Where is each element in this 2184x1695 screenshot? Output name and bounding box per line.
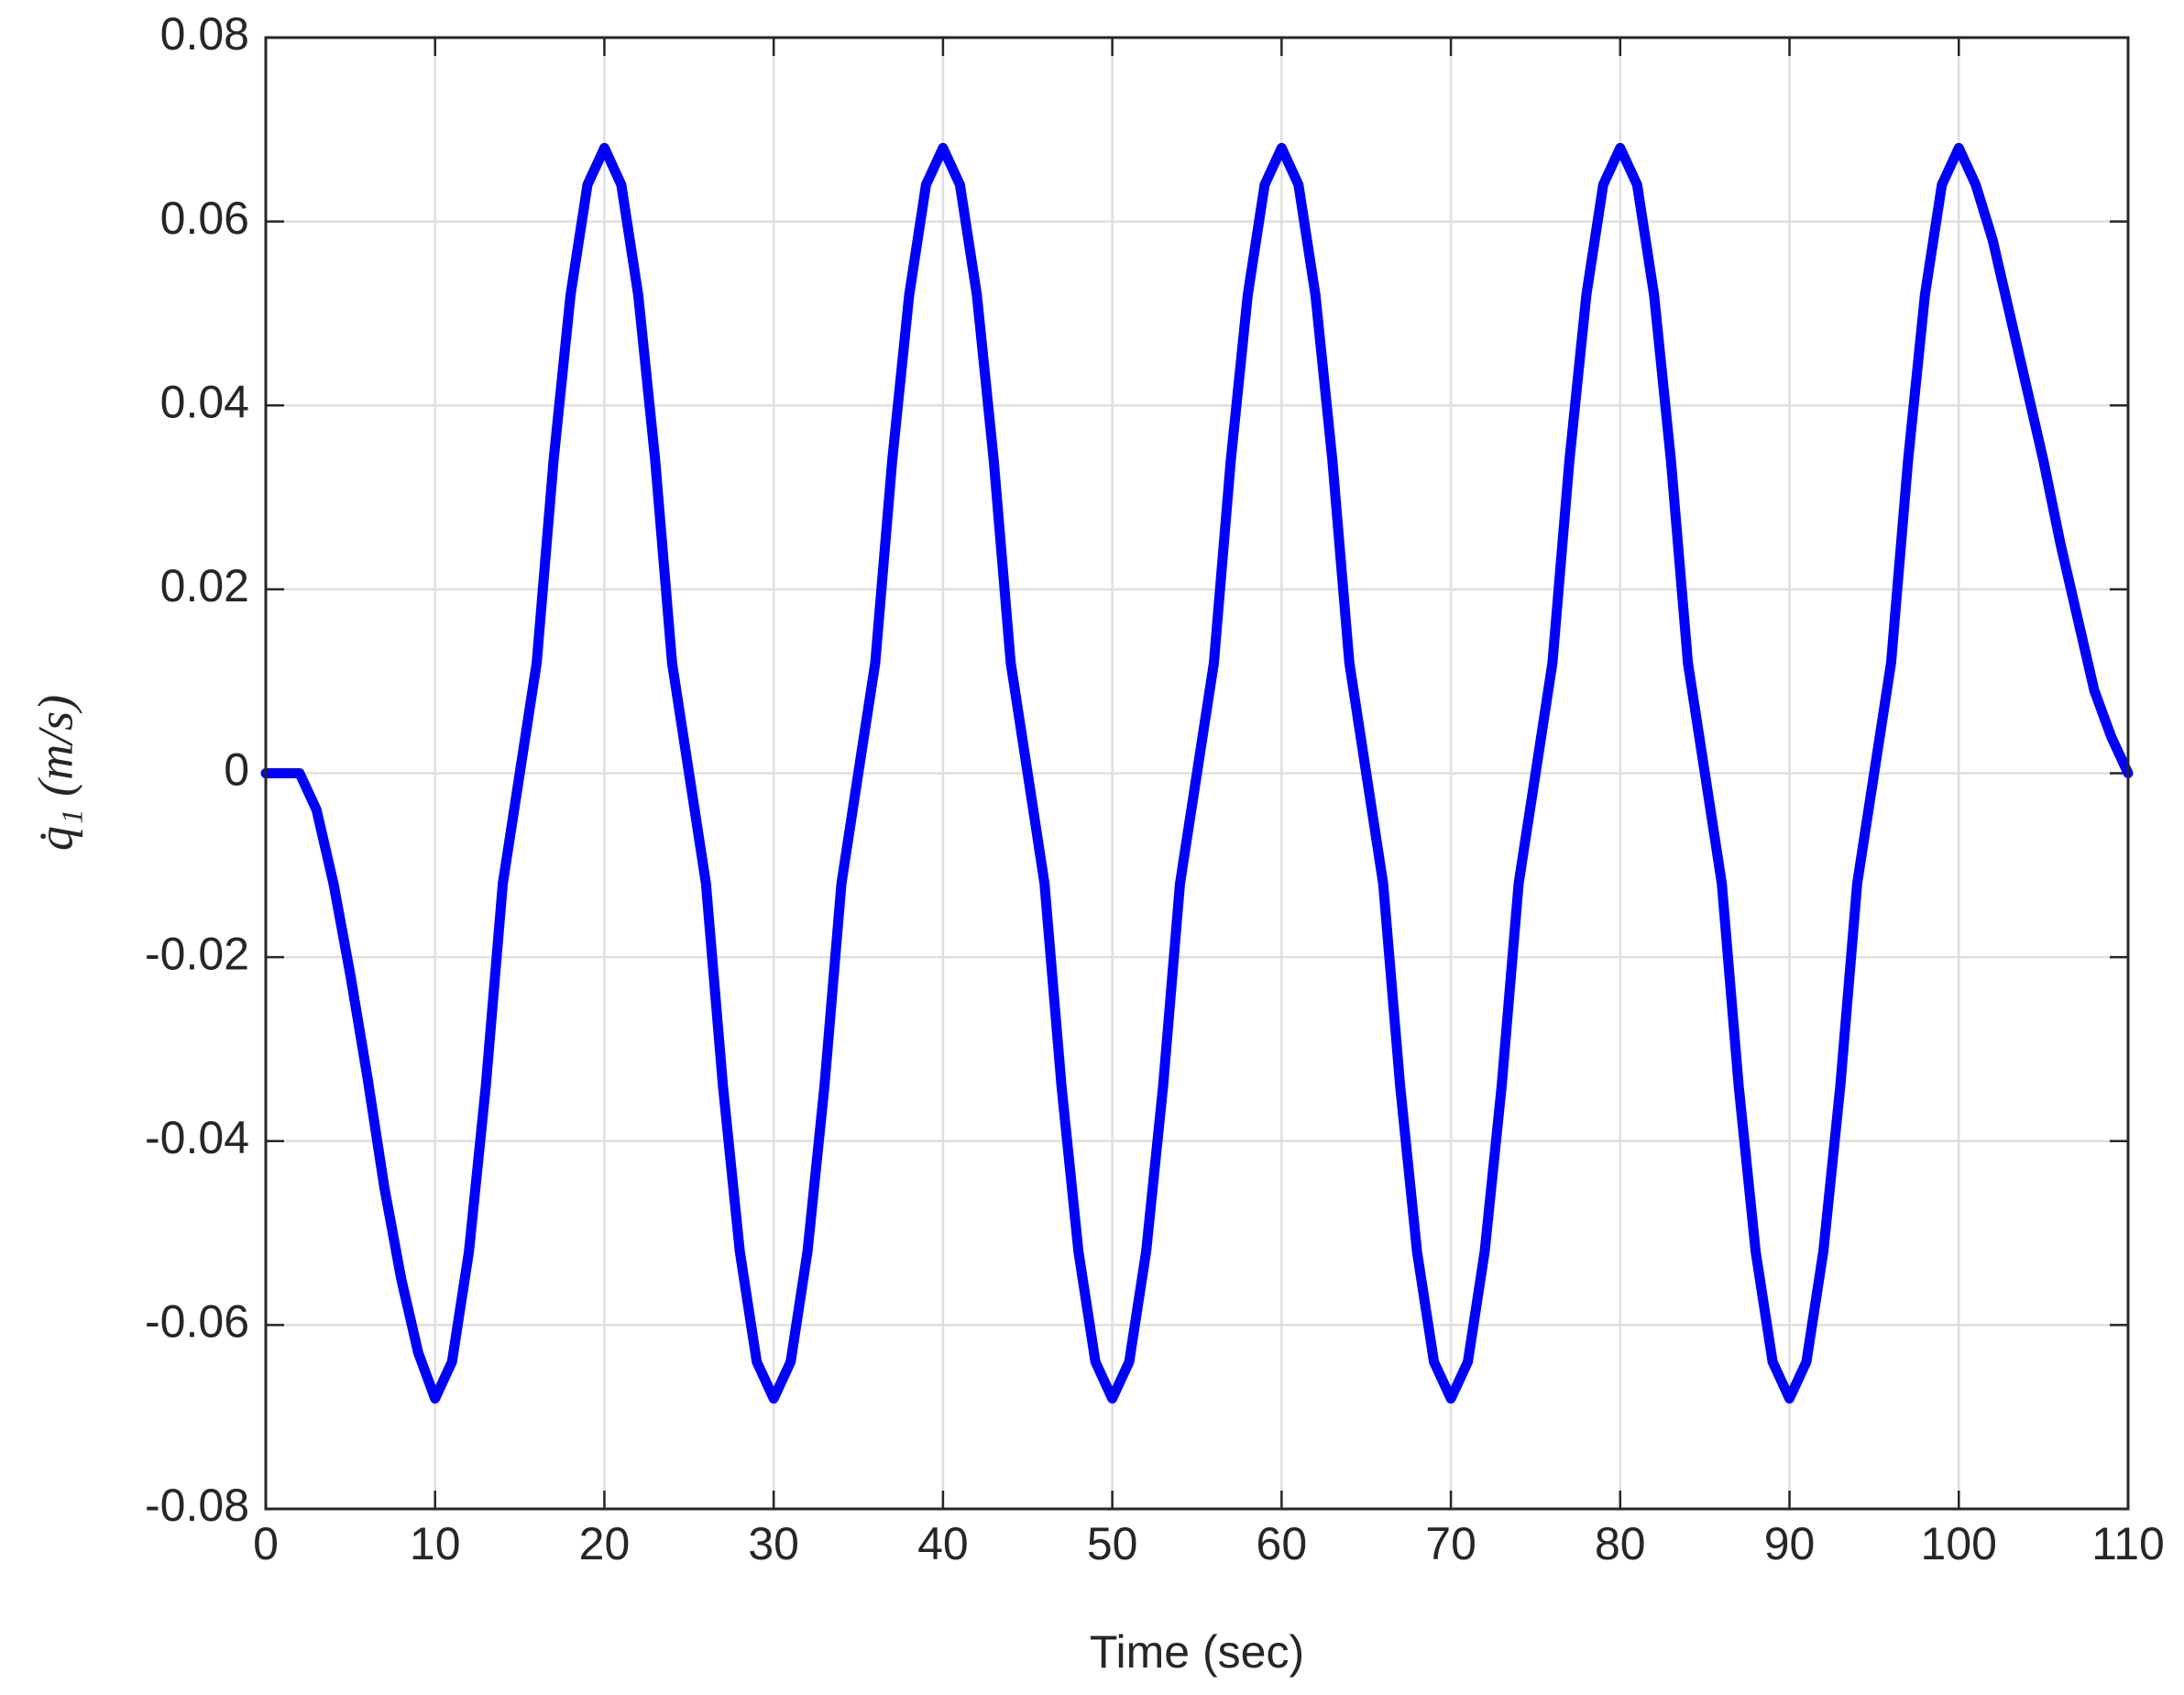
x-axis-label: Time (sec) xyxy=(1090,1626,1304,1678)
x-tick-label: 70 xyxy=(1425,1518,1476,1569)
y-tick-label: 0.08 xyxy=(160,8,249,60)
y-tick-label: -0.02 xyxy=(145,928,249,979)
x-tick-label: 40 xyxy=(917,1518,969,1569)
x-tick-label: 90 xyxy=(1764,1518,1816,1569)
y-axis-label: q̇₁ (m/s) xyxy=(27,695,82,851)
y-tick-label: 0.04 xyxy=(160,376,249,427)
x-tick-label: 50 xyxy=(1087,1518,1138,1569)
y-tick-label: -0.04 xyxy=(145,1112,249,1163)
y-tick-label: -0.08 xyxy=(145,1480,249,1531)
y-tick-label: 0.02 xyxy=(160,560,249,611)
x-tick-label: 100 xyxy=(1921,1518,1997,1569)
data-line xyxy=(260,142,2134,1404)
x-tick-label: 20 xyxy=(579,1518,631,1569)
x-tick-label: 30 xyxy=(748,1518,799,1569)
x-tick-label: 10 xyxy=(410,1518,461,1569)
y-tick-label: -0.06 xyxy=(145,1296,249,1348)
x-tick-label: 80 xyxy=(1595,1518,1646,1569)
x-tick-label: 0 xyxy=(253,1518,279,1569)
y-tick-label: 0.06 xyxy=(160,193,249,244)
y-tick-label: 0 xyxy=(224,744,249,796)
x-tick-label: 110 xyxy=(2091,1518,2165,1569)
plot-frame xyxy=(264,36,2130,1511)
x-tick-label: 60 xyxy=(1257,1518,1308,1569)
